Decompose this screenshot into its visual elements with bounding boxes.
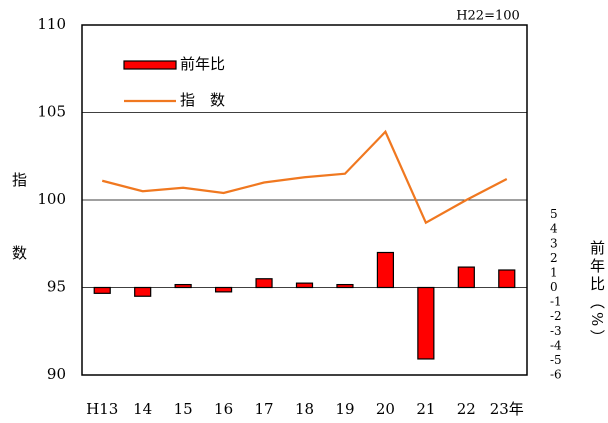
x-tick-label: H13 [86,400,118,418]
x-tick-label: 19 [335,400,354,418]
y2-tick-label: -6 [550,368,562,382]
legend-label: 前年比 [180,55,225,73]
y2-tick-label: 5 [550,207,558,221]
bar [93,286,111,294]
bar [376,251,395,289]
bar [214,286,233,293]
x-tick-label: 16 [214,400,233,418]
y-tick-label: 95 [47,278,66,296]
y2-tick-label: -1 [550,295,562,309]
y2-tick-label: -5 [550,353,562,367]
x-tick-label: 20 [376,400,395,418]
x-tick-label: 18 [295,400,314,418]
y2-tick-label: 4 [550,222,558,236]
legend-swatch [123,60,177,70]
y-tick-label: 110 [37,15,66,33]
x-tick-label: 15 [174,400,193,418]
y-tick-label: 105 [37,103,66,121]
line [101,129,508,225]
x-tick-label: 14 [133,400,152,418]
bar [457,266,475,289]
y2-tick-label: 1 [550,265,558,279]
y2-tick-label: -3 [550,324,562,338]
bar [417,286,435,360]
bar [295,282,314,289]
y-axis-label: 指数 [10,172,28,318]
y2-axis-label: 前年比（%） [588,240,606,347]
x-tick-label: 17 [254,400,273,418]
y2-tick-label: 3 [550,236,558,250]
y2-tick-label: 2 [550,251,558,265]
y-tick-label: 100 [37,190,66,208]
bar [174,283,192,289]
x-tick-label: 22 [457,400,476,418]
x-tick-label: 23年 [490,400,524,418]
bar [255,278,273,289]
y2-tick-label: -4 [550,338,562,352]
annotation: H22=100 [456,9,520,24]
bar [134,286,152,297]
bar [336,283,354,289]
y-tick-label: 90 [47,365,66,383]
x-tick-label: 21 [416,400,435,418]
bar [498,269,516,289]
y2-tick-label: -2 [550,309,562,323]
y2-tick-label: 0 [550,280,558,294]
legend-label: 指 数 [180,91,225,109]
